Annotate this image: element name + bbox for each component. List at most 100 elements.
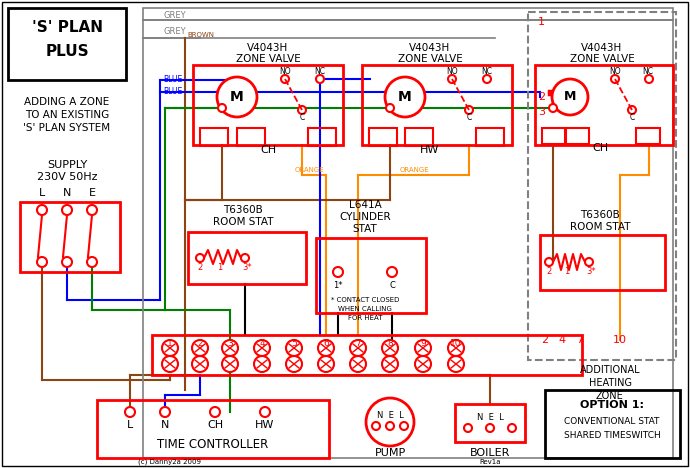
Circle shape bbox=[162, 340, 178, 356]
Text: M: M bbox=[230, 90, 244, 104]
Text: BROWN: BROWN bbox=[187, 32, 214, 38]
Text: N: N bbox=[161, 420, 169, 430]
Text: 2: 2 bbox=[538, 92, 545, 102]
Text: M: M bbox=[398, 90, 412, 104]
Text: TO AN EXISTING: TO AN EXISTING bbox=[25, 110, 109, 120]
Bar bbox=[362, 65, 512, 145]
Text: 3: 3 bbox=[538, 107, 545, 117]
Circle shape bbox=[298, 106, 306, 114]
Text: C: C bbox=[389, 280, 395, 290]
Text: 7: 7 bbox=[576, 335, 584, 345]
Circle shape bbox=[350, 340, 366, 356]
Text: V4043H: V4043H bbox=[248, 43, 288, 53]
Text: SHARED TIMESWITCH: SHARED TIMESWITCH bbox=[564, 431, 660, 439]
Circle shape bbox=[87, 205, 97, 215]
Text: 6: 6 bbox=[323, 338, 329, 348]
Circle shape bbox=[385, 77, 425, 117]
Circle shape bbox=[286, 340, 302, 356]
Text: 3*: 3* bbox=[242, 263, 252, 272]
Bar bbox=[143, 8, 673, 458]
Circle shape bbox=[222, 340, 238, 356]
Text: 3*: 3* bbox=[586, 268, 595, 277]
Circle shape bbox=[286, 356, 302, 372]
Text: CH: CH bbox=[260, 145, 276, 155]
Text: M: M bbox=[564, 90, 576, 103]
Bar bbox=[8, 8, 126, 80]
Text: ADDING A ZONE: ADDING A ZONE bbox=[24, 97, 110, 107]
Text: CYLINDER: CYLINDER bbox=[339, 212, 391, 222]
Circle shape bbox=[386, 422, 394, 430]
Circle shape bbox=[192, 340, 208, 356]
Bar bbox=[316, 238, 426, 313]
Text: BLUE: BLUE bbox=[163, 88, 182, 96]
Circle shape bbox=[241, 254, 249, 262]
Circle shape bbox=[464, 424, 472, 432]
Bar bbox=[636, 128, 660, 144]
Circle shape bbox=[372, 422, 380, 430]
Circle shape bbox=[281, 75, 289, 83]
Text: PUMP: PUMP bbox=[375, 448, 406, 458]
Bar bbox=[308, 128, 336, 146]
Text: NO: NO bbox=[446, 67, 457, 76]
Text: Rev1a: Rev1a bbox=[480, 459, 501, 465]
Text: ZONE VALVE: ZONE VALVE bbox=[235, 54, 300, 64]
Text: GREY: GREY bbox=[164, 10, 186, 20]
Circle shape bbox=[415, 340, 431, 356]
Text: 4: 4 bbox=[259, 338, 265, 348]
Text: CH: CH bbox=[207, 420, 223, 430]
Text: SUPPLY: SUPPLY bbox=[47, 160, 87, 170]
Circle shape bbox=[350, 356, 366, 372]
Circle shape bbox=[333, 267, 343, 277]
Text: STAT: STAT bbox=[353, 224, 377, 234]
Circle shape bbox=[37, 205, 47, 215]
Text: V4043H: V4043H bbox=[582, 43, 622, 53]
Circle shape bbox=[366, 398, 414, 446]
Circle shape bbox=[611, 75, 619, 83]
Text: 230V 50Hz: 230V 50Hz bbox=[37, 172, 97, 182]
Circle shape bbox=[62, 257, 72, 267]
Circle shape bbox=[645, 75, 653, 83]
Bar bbox=[535, 65, 673, 145]
Text: L641A: L641A bbox=[348, 200, 382, 210]
Bar bbox=[405, 128, 433, 146]
Circle shape bbox=[37, 257, 47, 267]
Text: 1: 1 bbox=[217, 263, 223, 272]
Text: 1: 1 bbox=[564, 268, 570, 277]
Circle shape bbox=[386, 104, 394, 112]
Text: 5: 5 bbox=[291, 338, 297, 348]
Text: NC: NC bbox=[482, 67, 493, 76]
Circle shape bbox=[400, 422, 408, 430]
Bar bbox=[476, 128, 504, 146]
Text: C: C bbox=[299, 114, 304, 123]
Text: N  E  L: N E L bbox=[377, 410, 404, 419]
Text: L: L bbox=[39, 188, 45, 198]
Circle shape bbox=[448, 340, 464, 356]
Circle shape bbox=[260, 407, 270, 417]
Text: 3: 3 bbox=[227, 338, 233, 348]
Bar bbox=[200, 128, 228, 146]
Circle shape bbox=[254, 356, 270, 372]
Circle shape bbox=[628, 106, 636, 114]
Text: ROOM STAT: ROOM STAT bbox=[213, 217, 273, 227]
Circle shape bbox=[125, 407, 135, 417]
Circle shape bbox=[465, 106, 473, 114]
Circle shape bbox=[217, 77, 257, 117]
Circle shape bbox=[508, 424, 516, 432]
Circle shape bbox=[316, 75, 324, 83]
Bar bbox=[542, 128, 566, 144]
Text: 2: 2 bbox=[546, 268, 551, 277]
Circle shape bbox=[382, 356, 398, 372]
Bar bbox=[565, 128, 589, 144]
Text: V4043H: V4043H bbox=[409, 43, 451, 53]
Text: 7: 7 bbox=[355, 338, 361, 348]
Bar bbox=[540, 235, 665, 290]
Text: 'S' PLAN: 'S' PLAN bbox=[32, 21, 103, 36]
Text: ZONE VALVE: ZONE VALVE bbox=[397, 54, 462, 64]
Text: HW: HW bbox=[255, 420, 275, 430]
Text: 10: 10 bbox=[451, 338, 462, 348]
Text: T6360B: T6360B bbox=[223, 205, 263, 215]
Circle shape bbox=[62, 205, 72, 215]
Bar bbox=[97, 400, 329, 458]
Text: 1: 1 bbox=[167, 338, 173, 348]
Circle shape bbox=[218, 104, 226, 112]
